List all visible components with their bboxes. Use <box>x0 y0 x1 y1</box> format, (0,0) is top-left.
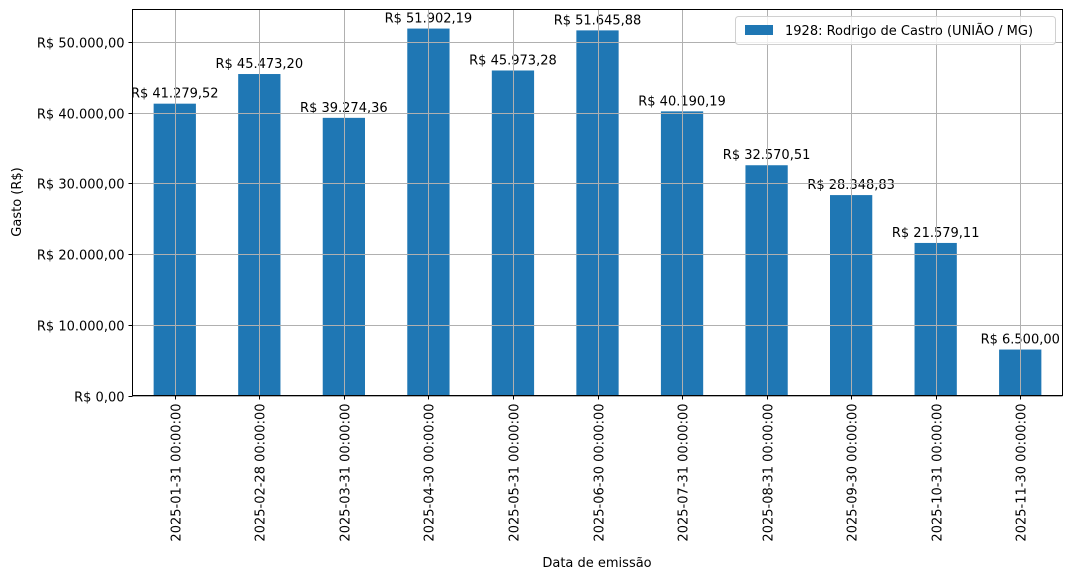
x-tick-label: 2025-01-31 00:00:00 <box>170 404 185 542</box>
x-tick-label: 2025-09-30 00:00:00 <box>846 404 861 542</box>
legend-swatch <box>745 25 773 35</box>
y-tick-label: R$ 50.000,00 <box>37 37 125 52</box>
bar-value-labels: R$ 41.279,52R$ 45.473,20R$ 39.274,36R$ 5… <box>131 12 1060 348</box>
x-tick-label: 2025-11-30 00:00:00 <box>1015 404 1030 542</box>
bar-value-label: R$ 51.645,88 <box>554 13 642 28</box>
plot-frame <box>132 9 1063 396</box>
bar-value-label: R$ 45.973,28 <box>469 53 557 68</box>
legend-label: 1928: Rodrigo de Castro (UNIÃO / MG) <box>785 23 1033 39</box>
y-axis: R$ 0,00 R$ 10.000,00 R$ 20.000,00 R$ 30.000… <box>37 37 133 406</box>
y-tick-label: R$ 20.000,00 <box>37 249 125 264</box>
legend-box <box>735 16 1056 45</box>
x-tick-label: 2025-04-30 00:00:00 <box>423 404 438 542</box>
bar-value-label: R$ 21.579,11 <box>892 226 980 241</box>
bar <box>322 117 365 396</box>
y-axis-label: Gasto (R$) <box>10 167 25 236</box>
x-tick-label: 2025-07-31 00:00:00 <box>677 404 692 542</box>
x-axis: 2025-01-31 00:00:00 2025-02-28 00:00:00 20… <box>170 395 1030 542</box>
y-tick-label: R$ 10.000,00 <box>37 320 125 335</box>
bar <box>153 103 196 396</box>
bar <box>491 70 535 396</box>
x-tick-label: 2025-08-31 00:00:00 <box>762 404 777 542</box>
legend: 1928: Rodrigo de Castro (UNIÃO / MG) <box>735 16 1056 45</box>
bar <box>576 30 619 396</box>
x-tick-label: 2025-06-30 00:00:00 <box>593 404 608 542</box>
bars <box>153 28 1042 396</box>
x-tick-label: 2025-10-31 00:00:00 <box>931 404 946 542</box>
bar-value-label: R$ 39.274,36 <box>300 101 388 116</box>
bar-value-label: R$ 41.279,52 <box>131 87 219 102</box>
bar <box>745 165 788 396</box>
bar <box>914 242 957 396</box>
x-axis-label: Data de emissão <box>542 556 651 571</box>
y-tick-label: R$ 0,00 <box>74 391 124 406</box>
y-tick-label: R$ 30.000,00 <box>37 178 125 193</box>
x-tick-label: 2025-03-31 00:00:00 <box>339 404 354 542</box>
bar-value-label: R$ 32.570,51 <box>723 148 811 163</box>
y-tick-label: R$ 40.000,00 <box>37 108 125 123</box>
x-tick-label: 2025-05-31 00:00:00 <box>508 404 523 542</box>
x-tick-label: 2025-02-28 00:00:00 <box>254 404 269 542</box>
